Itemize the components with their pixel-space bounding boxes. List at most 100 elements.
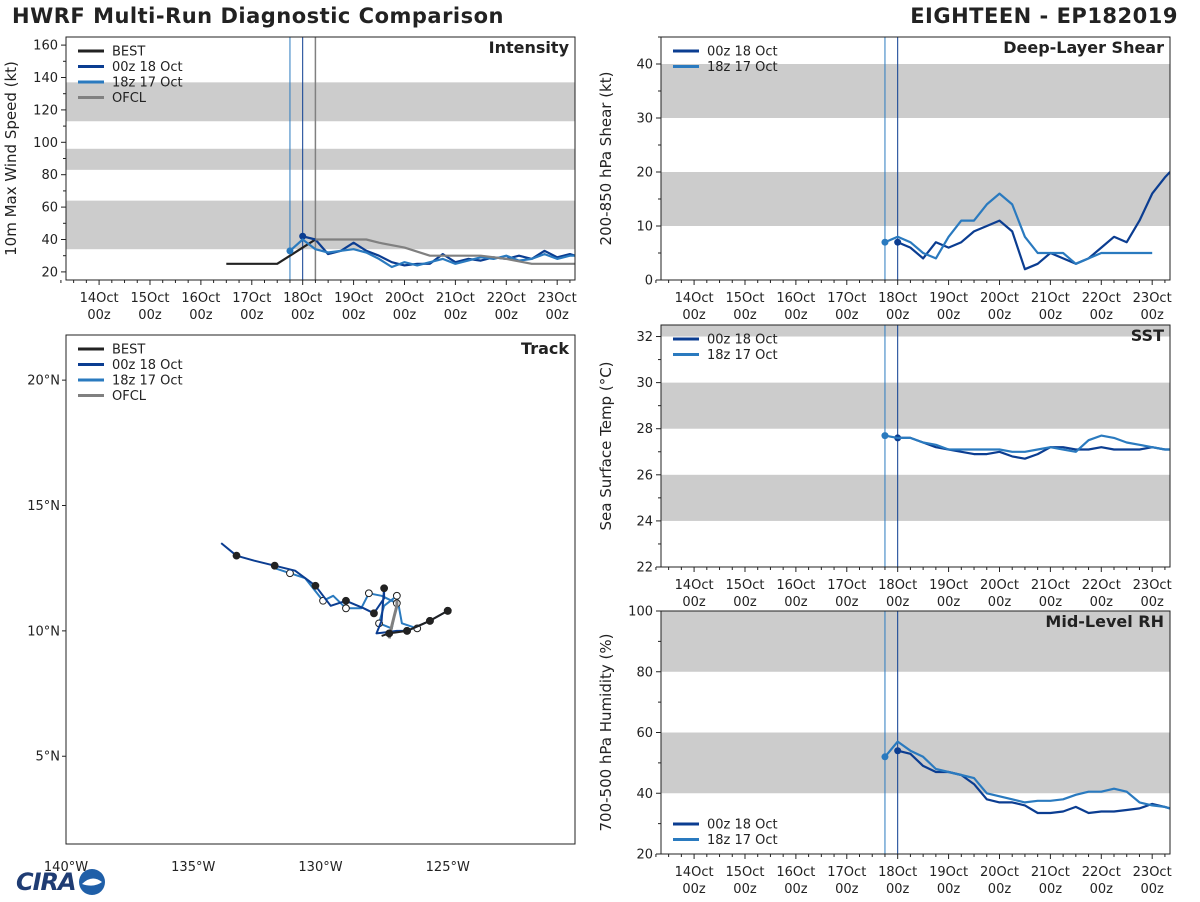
shear-point-run_00z-0 bbox=[894, 238, 902, 246]
intensity-xtick-sub: 00z bbox=[291, 308, 315, 323]
sst-xtick-label: 16Oct bbox=[776, 578, 815, 593]
intensity-xtick-sub: 00z bbox=[189, 308, 213, 323]
rh-point-run_18z-0 bbox=[881, 753, 889, 761]
track-ytick-label: 15°N bbox=[27, 499, 60, 514]
rh-plot-area bbox=[661, 611, 1170, 854]
shear-xtick-label: 15Oct bbox=[725, 291, 764, 306]
intensity-legend-label: 18z 17 Oct bbox=[112, 76, 183, 91]
rh-xtick-sub: 00z bbox=[682, 882, 706, 897]
intensity-xtick-label: 18Oct bbox=[283, 291, 322, 306]
shear-xtick-sub: 00z bbox=[1140, 308, 1164, 323]
sst-legend-label: 18z 17 Oct bbox=[707, 348, 778, 363]
shear-xtick-label: 23Oct bbox=[1133, 291, 1172, 306]
shear-xtick-label: 18Oct bbox=[878, 291, 917, 306]
rh-xtick-sub: 00z bbox=[835, 882, 859, 897]
shear-point-run_18z-0 bbox=[881, 238, 889, 246]
rh-xtick-label: 14Oct bbox=[675, 865, 714, 880]
track-point-run_18z-8 bbox=[364, 589, 373, 598]
intensity-xtick-sub: 00z bbox=[444, 308, 468, 323]
intensity-ytick-label: 120 bbox=[33, 103, 58, 118]
track-point-run_00z-14 bbox=[270, 561, 279, 570]
intensity-xtick-label: 21Oct bbox=[436, 291, 475, 306]
shear-xtick-sub: 00z bbox=[784, 308, 808, 323]
sst-frame bbox=[660, 324, 1171, 568]
shear-band-0 bbox=[661, 172, 1170, 226]
rh-xtick-label: 22Oct bbox=[1082, 865, 1121, 880]
shear-xtick-label: 20Oct bbox=[980, 291, 1019, 306]
track-point-run_00z-12 bbox=[311, 581, 320, 590]
sst-xtick-label: 19Oct bbox=[929, 578, 968, 593]
rh-legend-label: 00z 18 Oct bbox=[707, 818, 778, 833]
shear-ytick-label: 20 bbox=[636, 166, 653, 181]
track-point-run_18z-10 bbox=[342, 604, 350, 613]
intensity-series-run_18z bbox=[289, 238, 575, 269]
rh-band-0 bbox=[661, 732, 1170, 794]
intensity-legend-label: BEST bbox=[112, 45, 145, 60]
sst-xtick-sub: 00z bbox=[1140, 595, 1164, 610]
intensity-band-0 bbox=[66, 200, 575, 250]
intensity-xtick-sub: 00z bbox=[342, 308, 366, 323]
rh-xtick-label: 15Oct bbox=[725, 865, 764, 880]
intensity-xtick-label: 17Oct bbox=[232, 291, 271, 306]
track-point-best-2 bbox=[403, 626, 411, 635]
track-xtick-label: 130°W bbox=[298, 860, 342, 875]
intensity-point-run_18z-0 bbox=[286, 247, 294, 255]
sst-ytick-label: 22 bbox=[636, 561, 653, 576]
shear-xtick-label: 19Oct bbox=[929, 291, 968, 306]
rh-series-run_18z bbox=[884, 740, 1170, 810]
intensity-ytick-label: 20 bbox=[41, 265, 58, 280]
rh-xtick-label: 17Oct bbox=[827, 865, 866, 880]
shear-xtick-label: 22Oct bbox=[1082, 291, 1121, 306]
rh-xtick-sub: 00z bbox=[988, 882, 1012, 897]
shear-ytick-label: 0 bbox=[645, 274, 653, 289]
sst-plot-area bbox=[661, 325, 1170, 567]
intensity-xtick-sub: 00z bbox=[138, 308, 162, 323]
track-point-run_00z-6 bbox=[380, 584, 389, 593]
track-legend-label: BEST bbox=[112, 343, 145, 358]
rh-xtick-label: 21Oct bbox=[1031, 865, 1070, 880]
track-point-run_00z-10 bbox=[342, 596, 350, 605]
sst-band-0 bbox=[661, 474, 1170, 521]
intensity-ytick-label: 100 bbox=[33, 136, 58, 151]
rh-ytick-label: 80 bbox=[636, 665, 653, 680]
shear-xtick-sub: 00z bbox=[733, 308, 757, 323]
intensity-plot-area bbox=[66, 37, 575, 280]
rh-point-run_00z-0 bbox=[894, 747, 902, 755]
sst-xtick-sub: 00z bbox=[1090, 595, 1114, 610]
sst-band-1 bbox=[661, 382, 1170, 429]
rh-xtick-sub: 00z bbox=[733, 882, 757, 897]
rh-ytick-label: 20 bbox=[636, 848, 653, 863]
shear-xtick-sub: 00z bbox=[988, 308, 1012, 323]
sst-xtick-label: 15Oct bbox=[725, 578, 764, 593]
sst-point-run_18z-0 bbox=[881, 432, 889, 440]
intensity-ytick-label: 80 bbox=[41, 168, 58, 183]
shear-plot-area bbox=[661, 37, 1170, 280]
intensity-xtick-sub: 00z bbox=[240, 308, 264, 323]
sst-xtick-sub: 00z bbox=[733, 595, 757, 610]
rh-xtick-label: 19Oct bbox=[929, 865, 968, 880]
cira-logo-graphic bbox=[79, 869, 105, 895]
intensity-series-ofcl bbox=[315, 238, 575, 265]
intensity-xtick-label: 20Oct bbox=[385, 291, 424, 306]
intensity-ylabel: 10m Max Wind Speed (kt) bbox=[2, 61, 20, 256]
sst-xtick-sub: 00z bbox=[682, 595, 706, 610]
intensity-band-2 bbox=[66, 82, 575, 122]
rh-ylabel: 700-500 hPa Humidity (%) bbox=[597, 633, 615, 831]
track-xtick-label: 135°W bbox=[171, 860, 215, 875]
shear-ytick-label: 40 bbox=[636, 58, 653, 73]
track-point-best-1 bbox=[426, 616, 434, 625]
rh-xtick-sub: 00z bbox=[784, 882, 808, 897]
sst-xtick-label: 21Oct bbox=[1031, 578, 1070, 593]
rh-title: Mid-Level RH bbox=[1045, 612, 1164, 631]
sst-ytick-label: 24 bbox=[636, 514, 653, 529]
rh-xtick-sub: 00z bbox=[1140, 882, 1164, 897]
shear-xtick-sub: 00z bbox=[1090, 308, 1114, 323]
rh-ytick-label: 60 bbox=[636, 726, 653, 741]
shear-title: Deep-Layer Shear bbox=[1003, 38, 1164, 57]
track-point-best-3 bbox=[385, 629, 394, 638]
intensity-xtick-sub: 00z bbox=[495, 308, 519, 323]
intensity-title: Intensity bbox=[489, 38, 570, 57]
rh-ytick-label: 40 bbox=[636, 787, 653, 802]
shear-ylabel: 200-850 hPa Shear (kt) bbox=[597, 72, 615, 246]
